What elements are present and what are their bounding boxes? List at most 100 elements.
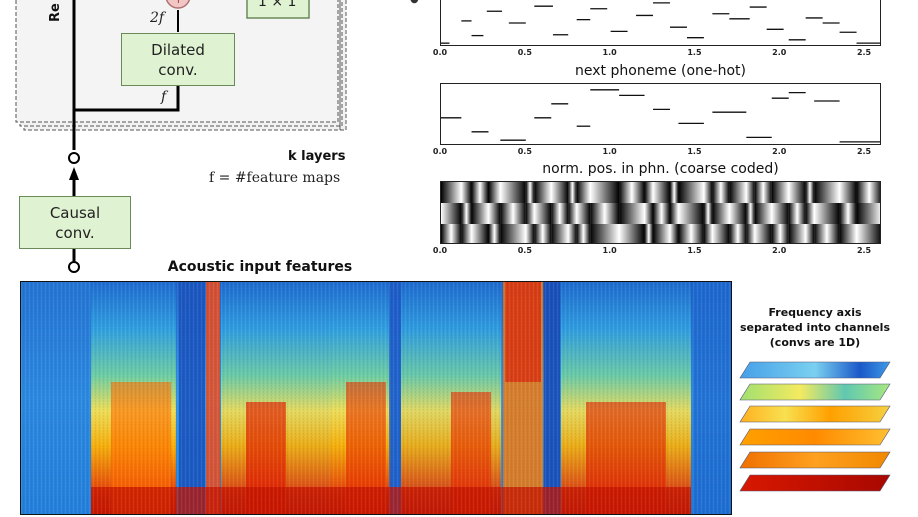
panel-top-ticks: 0.0 0.5 1.0 1.5 2.0 2.5 (433, 48, 881, 60)
coarse-code-cell (678, 182, 704, 203)
spectrogram-graphic (21, 282, 731, 514)
coarse-code-cell (619, 182, 645, 203)
x-tick-label: 0.0 (432, 147, 448, 156)
coarse-code-cell (568, 182, 577, 203)
coarse-code-cell (729, 224, 747, 243)
causal-conv-box: Causal conv. (19, 196, 131, 249)
coarse-code-cell (525, 182, 535, 203)
coarse-code-cell (461, 203, 472, 224)
coarse-code-cell (788, 182, 806, 203)
x-tick-label: 0.5 (517, 147, 532, 156)
coarse-code-cell (534, 182, 552, 203)
coarse-code-cell (712, 224, 730, 243)
coarse-code-cell (771, 224, 789, 243)
coarse-code-cell (771, 182, 789, 203)
next-phoneme-plot (441, 89, 880, 143)
coarse-code-cell (856, 203, 880, 224)
coarse-code-cell (746, 224, 755, 243)
causal-conv-line1: Causal (49, 203, 101, 222)
x-tick-label: 0.5 (517, 246, 532, 255)
coarse-code-cell (729, 203, 747, 224)
coarse-code-cell (590, 182, 620, 203)
dilated-conv-box: Dilated conv. (121, 33, 235, 86)
coarse-code-cell (644, 182, 654, 203)
coarse-code-cell (856, 182, 880, 203)
coarse-code-cell (488, 203, 501, 224)
x-tick-label: 1.0 (602, 48, 617, 57)
coarse-code-cell (441, 203, 462, 224)
coarse-code-cell (814, 224, 840, 243)
norm-pos-plot (441, 182, 880, 243)
coarse-code-cell (771, 203, 789, 224)
coarse-code-cell (703, 203, 713, 224)
panel-next-phoneme (440, 83, 881, 145)
coarse-code-cell (814, 182, 840, 203)
x-tick-label: 1.5 (687, 246, 702, 255)
coarse-code-cell (729, 182, 747, 203)
coarse-code-cell (805, 182, 815, 203)
x-tick-label: 2.0 (772, 147, 787, 156)
panel-top-plot (441, 2, 880, 44)
coarse-code-cell (551, 224, 569, 243)
panel-top (440, 0, 881, 46)
residual-side-label: Re (48, 3, 63, 22)
coarse-code-cell (534, 203, 552, 224)
coarse-code-cell (619, 203, 645, 224)
coarse-code-cell (805, 224, 815, 243)
k-layers-label: k layers (288, 149, 346, 164)
coarse-code-cell (669, 182, 679, 203)
coarse-code-cell (644, 203, 654, 224)
f-label: f (161, 89, 167, 105)
x-tick-label: 2.5 (856, 48, 872, 57)
dilated-conv-line1: Dilated (151, 40, 205, 59)
coarse-code-cell (488, 224, 501, 243)
coarse-code-cell (500, 182, 526, 203)
plus-symbol: + (173, 0, 184, 7)
coarse-code-cell (441, 224, 462, 243)
coarse-code-cell (525, 224, 535, 243)
coarse-code-cell (461, 182, 472, 203)
coarse-code-cell (551, 203, 569, 224)
coarse-code-cell (568, 203, 577, 224)
coarse-code-cell (805, 203, 815, 224)
x-tick-label: 1.0 (602, 147, 617, 156)
coarse-code-cell (461, 224, 472, 243)
next-phoneme-ticks: 0.0 0.5 1.0 1.5 2.0 2.5 (433, 147, 881, 159)
coarse-code-cell (551, 182, 569, 203)
coarse-code-cell (703, 224, 713, 243)
coarse-code-cell (856, 224, 880, 243)
coarse-code-cell (712, 203, 730, 224)
coarse-code-cell (441, 182, 462, 203)
coarse-code-cell (754, 203, 772, 224)
x-tick-label: 1.0 (602, 246, 617, 255)
x-tick-label: 0.0 (432, 48, 448, 57)
spectrogram (20, 281, 732, 515)
coarse-code-cell (678, 224, 704, 243)
coarse-code-cell (500, 224, 526, 243)
coarse-code-cell (754, 224, 772, 243)
coarse-code-cell (669, 224, 679, 243)
norm-pos-title: norm. pos. in phn. (coarse coded) (542, 161, 779, 177)
coarse-code-cell (525, 203, 535, 224)
coarse-code-cell (576, 182, 591, 203)
coarse-code-cell (576, 224, 591, 243)
causal-conv-line2: conv. (55, 223, 95, 242)
coarse-code-cell (754, 182, 772, 203)
connector-graphic (68, 152, 80, 273)
coarse-code-cell (534, 224, 552, 243)
two-f-label: 2f (150, 10, 165, 26)
coarse-code-cell (678, 203, 704, 224)
x-tick-label: 2.5 (856, 147, 872, 156)
x-tick-label: 0.0 (432, 246, 448, 255)
coarse-code-cell (653, 224, 670, 243)
frequency-note-line3: (convs are 1D) (769, 336, 861, 349)
coarse-code-cell (590, 203, 620, 224)
coarse-code-cell (814, 203, 840, 224)
coarse-code-cell (839, 182, 857, 203)
coarse-code-cell (500, 203, 526, 224)
coarse-code-cell (839, 203, 857, 224)
dilated-conv-line2: conv. (158, 60, 198, 79)
coarse-code-cell (576, 203, 591, 224)
coarse-code-cell (746, 203, 755, 224)
x-tick-label: 2.5 (856, 246, 872, 255)
